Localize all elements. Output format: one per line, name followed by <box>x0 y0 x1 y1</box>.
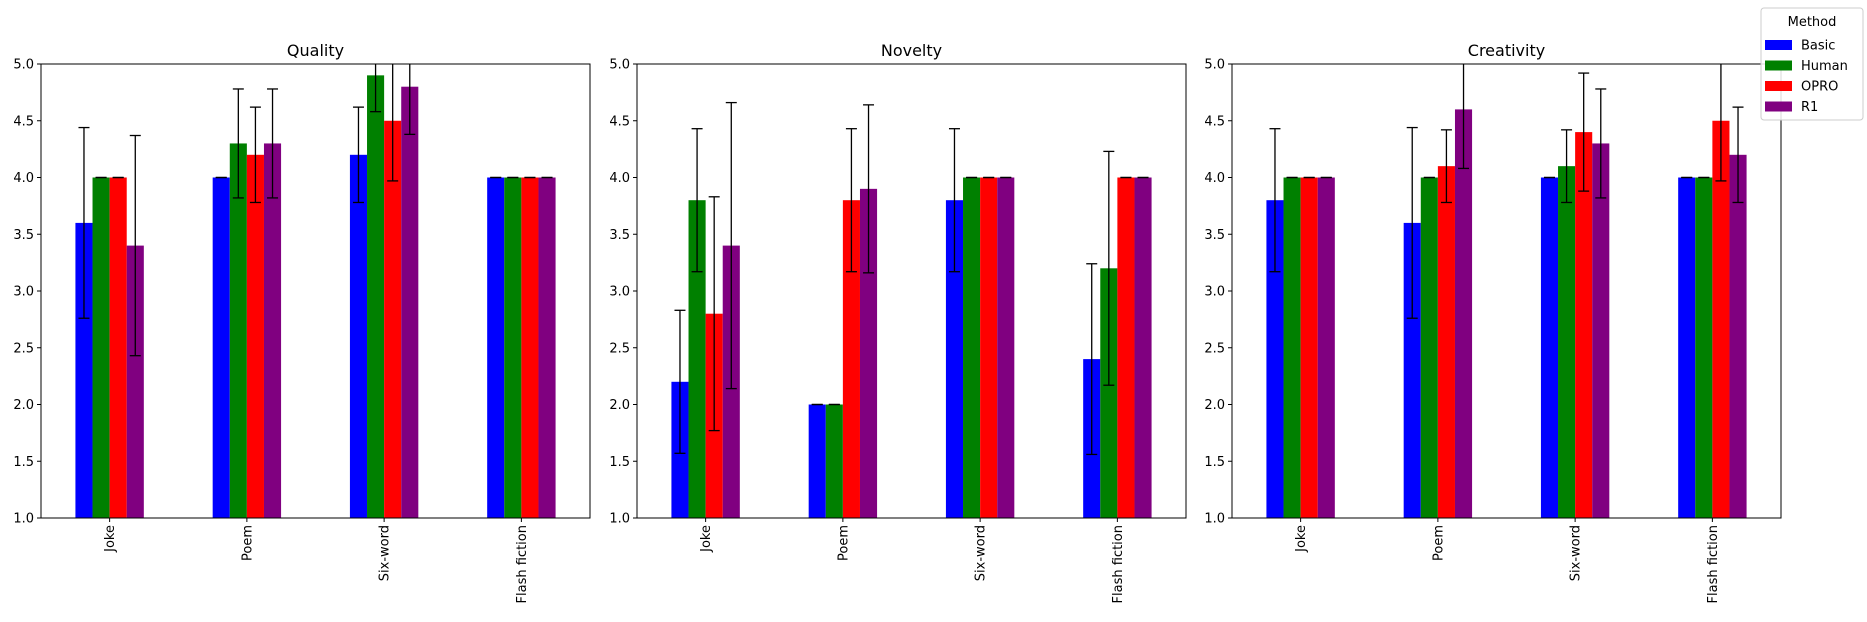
bar <box>1420 177 1438 518</box>
x-tick-label: Joke <box>103 525 118 553</box>
bar <box>1300 177 1318 518</box>
legend-label: OPRO <box>1801 80 1838 95</box>
bar <box>538 177 556 518</box>
y-tick-label: 5.0 <box>609 58 630 73</box>
legend-label: Basic <box>1801 39 1835 54</box>
y-tick-label: 1.5 <box>1204 455 1225 470</box>
y-tick-label: 1.0 <box>1204 512 1225 527</box>
y-tick-label: 4.5 <box>1204 114 1225 129</box>
bar <box>349 154 368 519</box>
bar <box>92 177 110 518</box>
y-tick-label: 2.0 <box>1204 398 1225 413</box>
y-tick-label: 1.5 <box>609 455 630 470</box>
y-tick-label: 3.5 <box>13 228 34 243</box>
y-tick-label: 3.5 <box>609 228 630 243</box>
legend-box <box>1760 7 1864 121</box>
bar <box>1678 177 1696 518</box>
y-tick-label: 2.0 <box>609 398 630 413</box>
bar <box>1403 222 1421 518</box>
y-tick-label: 5.0 <box>13 58 34 73</box>
bar <box>1317 177 1335 518</box>
y-tick-label: 2.5 <box>609 341 630 356</box>
bar <box>521 177 539 518</box>
bar <box>1117 177 1135 518</box>
bar <box>1454 109 1473 519</box>
bar <box>688 200 706 518</box>
y-tick-label: 4.0 <box>609 171 630 186</box>
x-tick-label: Joke <box>1294 525 1309 553</box>
bar <box>212 177 230 518</box>
x-tick-label: Six-word <box>378 525 393 581</box>
legend-swatch <box>1765 60 1792 71</box>
bar <box>1712 120 1730 518</box>
bar <box>1100 268 1118 518</box>
x-tick-label: Flash fiction <box>515 525 530 603</box>
y-tick-label: 3.0 <box>13 285 34 300</box>
legend-swatch <box>1765 40 1792 50</box>
legend-swatch <box>1765 101 1792 112</box>
bar <box>109 177 127 518</box>
y-tick-label: 1.0 <box>609 512 630 527</box>
bar <box>126 245 144 518</box>
bar <box>1729 154 1747 519</box>
y-tick-label: 5.0 <box>1204 58 1225 73</box>
legend-swatch <box>1765 81 1792 91</box>
x-tick-label: Poem <box>240 525 255 561</box>
bar <box>980 177 998 518</box>
bar <box>1266 200 1284 518</box>
y-tick-label: 1.0 <box>13 512 34 527</box>
x-tick-label: Six-word <box>974 525 989 581</box>
bar <box>487 177 505 518</box>
bar <box>401 86 419 518</box>
bar <box>1575 132 1593 518</box>
y-tick-label: 4.5 <box>609 114 630 129</box>
panel-title: Quality <box>287 41 344 60</box>
legend-title: Method <box>1788 15 1837 30</box>
bar <box>1558 166 1576 518</box>
bar <box>263 143 282 518</box>
bar <box>1592 143 1610 518</box>
x-tick-label: Poem <box>1431 525 1446 561</box>
x-tick-label: Flash fiction <box>1111 525 1126 603</box>
bar <box>75 222 93 518</box>
legend-label: Human <box>1801 59 1848 74</box>
bar <box>1695 177 1713 518</box>
bar <box>504 177 522 518</box>
panel-title: Novelty <box>881 41 942 60</box>
bar <box>229 143 247 518</box>
bar <box>1283 177 1301 518</box>
bar <box>1540 177 1559 518</box>
legend-label: R1 <box>1801 100 1818 115</box>
bar <box>997 177 1015 518</box>
y-tick-label: 4.5 <box>13 114 34 129</box>
bar <box>842 200 860 518</box>
bar <box>859 188 878 518</box>
x-tick-label: Joke <box>699 525 714 553</box>
bar <box>1134 177 1152 518</box>
bar <box>246 154 264 519</box>
bar <box>1437 166 1455 518</box>
bar <box>945 200 964 518</box>
y-tick-label: 4.0 <box>13 171 34 186</box>
y-tick-label: 3.5 <box>1204 228 1225 243</box>
y-tick-label: 2.5 <box>13 341 34 356</box>
x-tick-label: Poem <box>836 525 851 561</box>
bar <box>367 75 385 518</box>
y-tick-label: 3.0 <box>609 285 630 300</box>
y-tick-label: 3.0 <box>1204 285 1225 300</box>
bar <box>808 404 826 518</box>
x-tick-label: Six-word <box>1569 525 1584 581</box>
panel-title: Creativity <box>1468 41 1545 60</box>
y-tick-label: 2.5 <box>1204 341 1225 356</box>
bar <box>825 404 843 518</box>
x-tick-label: Flash fiction <box>1706 525 1721 603</box>
y-tick-label: 4.0 <box>1204 171 1225 186</box>
bar <box>384 120 402 518</box>
y-tick-label: 1.5 <box>13 455 34 470</box>
bar <box>963 177 981 518</box>
y-tick-label: 2.0 <box>13 398 34 413</box>
